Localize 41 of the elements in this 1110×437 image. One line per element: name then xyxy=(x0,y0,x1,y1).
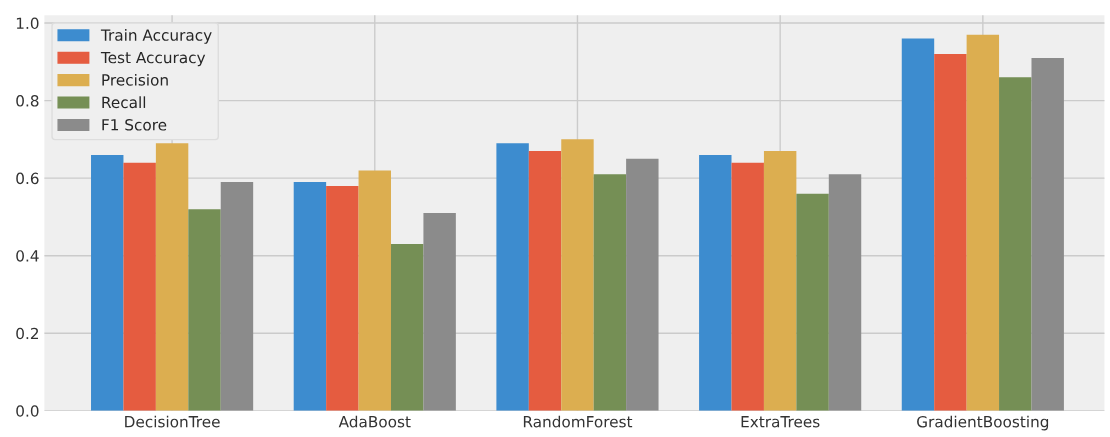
y-tick-label: 0.6 xyxy=(16,172,39,185)
bar xyxy=(326,185,359,411)
bar xyxy=(91,154,124,411)
bar xyxy=(188,209,221,411)
x-tick-label: DecisionTree xyxy=(125,415,220,428)
y-tick-label: 0.4 xyxy=(16,250,39,262)
bar xyxy=(828,174,862,411)
bar xyxy=(934,54,967,411)
bar xyxy=(528,151,562,411)
bar xyxy=(123,162,156,411)
bar xyxy=(220,182,254,411)
y-tick-label: 0.2 xyxy=(16,327,39,340)
bar xyxy=(423,213,456,411)
x-tick-label: ExtraTrees xyxy=(741,416,820,428)
legend-label: Train Accuracy xyxy=(100,29,212,44)
bar xyxy=(496,143,529,411)
bar xyxy=(593,174,627,411)
bar xyxy=(763,151,797,411)
bar xyxy=(293,182,327,411)
bar xyxy=(390,244,424,411)
legend-label: Test Accuracy xyxy=(100,51,206,67)
legend-label: Recall xyxy=(102,96,146,109)
y-tick-label: 1.0 xyxy=(16,17,39,30)
legend-label: F1 Score xyxy=(102,119,167,131)
x-tick-label: AdaBoost xyxy=(338,415,411,428)
legend-label: Precision xyxy=(102,73,168,86)
bar xyxy=(731,162,764,411)
y-tick-label: 0.0 xyxy=(16,405,39,417)
bar xyxy=(901,38,935,411)
bar xyxy=(155,143,189,411)
bar xyxy=(796,193,829,411)
y-tick-label: 0.8 xyxy=(16,95,39,107)
bar xyxy=(999,77,1032,411)
x-tick-label: GradientBoosting xyxy=(917,415,1049,431)
bar xyxy=(1031,57,1064,411)
bar xyxy=(626,158,659,411)
bar xyxy=(699,154,732,411)
x-tick-label: RandomForest xyxy=(523,415,633,428)
bar xyxy=(358,170,391,411)
bar xyxy=(561,139,594,411)
bar xyxy=(966,34,1000,411)
